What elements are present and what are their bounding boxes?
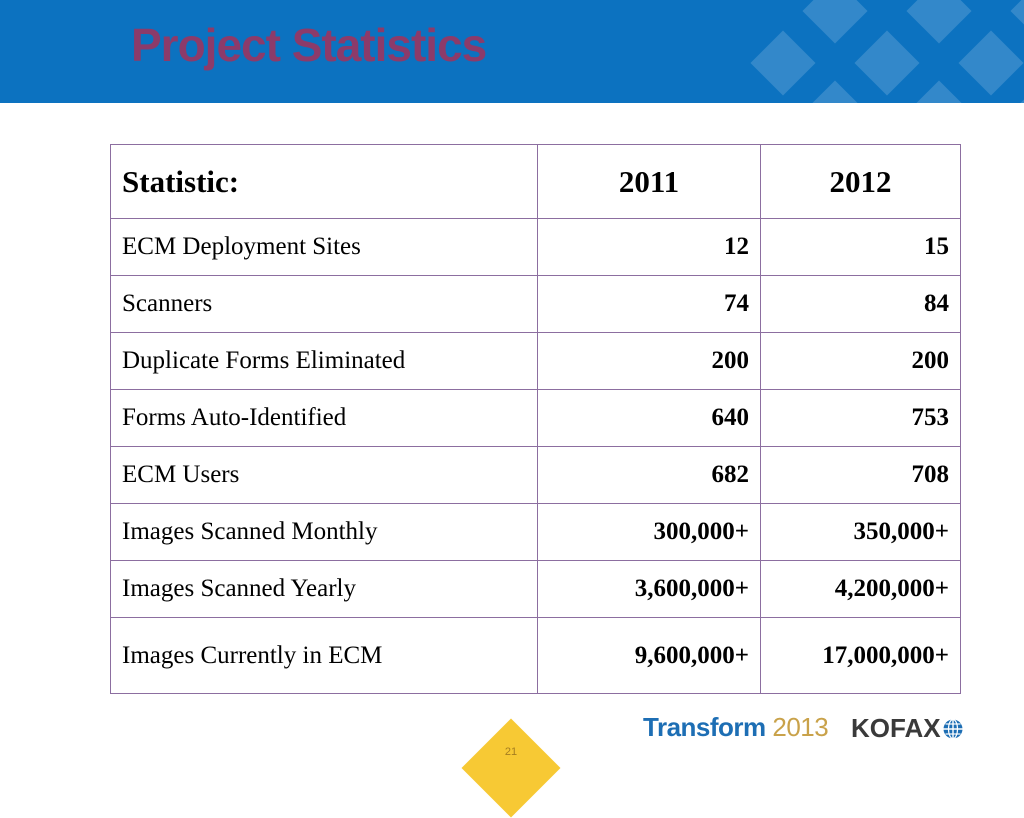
table-row: ECM Users 682 708 bbox=[110, 446, 961, 504]
value-2011: 640 bbox=[537, 389, 761, 447]
table-row: Images Scanned Monthly 300,000+ 350,000+ bbox=[110, 503, 961, 561]
table-row: Scanners 74 84 bbox=[110, 275, 961, 333]
transform-word: Transform bbox=[643, 712, 766, 742]
decorative-diamond bbox=[958, 30, 1024, 96]
table-header-row: Statistic: 2011 2012 bbox=[110, 144, 961, 219]
decorative-diamond bbox=[906, 80, 972, 103]
table-row: Forms Auto-Identified 640 753 bbox=[110, 389, 961, 447]
decorative-diamond bbox=[854, 30, 920, 96]
slide-title: Project Statistics bbox=[131, 19, 487, 71]
row-label: Images Currently in ECM bbox=[110, 617, 538, 694]
value-2012: 200 bbox=[760, 332, 961, 390]
decorative-diamond bbox=[1010, 80, 1024, 103]
row-label: Images Scanned Yearly bbox=[110, 560, 538, 618]
row-label: ECM Users bbox=[110, 446, 538, 504]
kofax-wordmark: KOFAX bbox=[851, 713, 941, 743]
decorative-diamond bbox=[750, 30, 816, 96]
value-2012: 350,000+ bbox=[760, 503, 961, 561]
value-2012: 15 bbox=[760, 218, 961, 276]
header-band bbox=[0, 0, 1024, 103]
transform-year: 2013 bbox=[772, 712, 829, 742]
header-2011: 2011 bbox=[537, 144, 761, 219]
statistics-table: Statistic: 2011 2012 ECM Deployment Site… bbox=[110, 144, 961, 694]
decorative-diamond bbox=[906, 0, 972, 44]
row-label: Images Scanned Monthly bbox=[110, 503, 538, 561]
table-row: Images Scanned Yearly 3,600,000+ 4,200,0… bbox=[110, 560, 961, 618]
globe-icon bbox=[943, 718, 963, 739]
value-2012: 4,200,000+ bbox=[760, 560, 961, 618]
value-2011: 3,600,000+ bbox=[537, 560, 761, 618]
table-row: Images Currently in ECM 9,600,000+ 17,00… bbox=[110, 617, 961, 694]
value-2011: 300,000+ bbox=[537, 503, 761, 561]
value-2011: 9,600,000+ bbox=[537, 617, 761, 694]
value-2011: 200 bbox=[537, 332, 761, 390]
value-2012: 84 bbox=[760, 275, 961, 333]
row-label: Scanners bbox=[110, 275, 538, 333]
value-2011: 12 bbox=[537, 218, 761, 276]
decorative-diamond bbox=[802, 0, 868, 44]
header-statistic: Statistic: bbox=[110, 144, 538, 219]
decorative-diamond bbox=[1010, 0, 1024, 44]
value-2011: 74 bbox=[537, 275, 761, 333]
page-number-badge bbox=[461, 718, 561, 818]
table-row: Duplicate Forms Eliminated 200 200 bbox=[110, 332, 961, 390]
value-2011: 682 bbox=[537, 446, 761, 504]
row-label: Forms Auto-Identified bbox=[110, 389, 538, 447]
value-2012: 17,000,000+ bbox=[760, 617, 961, 694]
value-2012: 753 bbox=[760, 389, 961, 447]
row-label: ECM Deployment Sites bbox=[110, 218, 538, 276]
header-2012: 2012 bbox=[760, 144, 961, 219]
value-2012: 708 bbox=[760, 446, 961, 504]
kofax-logo: KOFAX bbox=[851, 713, 964, 744]
row-label: Duplicate Forms Eliminated bbox=[110, 332, 538, 390]
decorative-diamond bbox=[802, 80, 868, 103]
page-number: 21 bbox=[504, 746, 518, 758]
table-row: ECM Deployment Sites 12 15 bbox=[110, 218, 961, 276]
transform-2013-logo: Transform 2013 bbox=[643, 712, 829, 743]
